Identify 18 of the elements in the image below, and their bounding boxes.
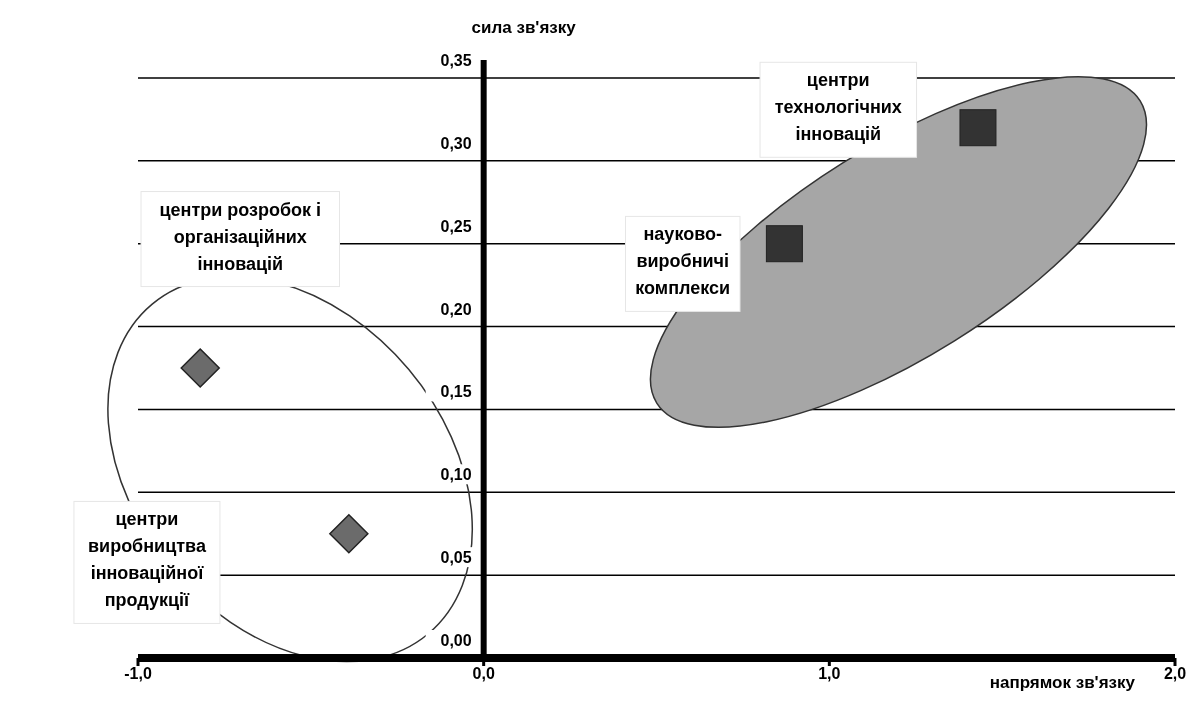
x-tick-label: 0,0 bbox=[472, 665, 495, 683]
y-tick-label: 0,15 bbox=[440, 383, 472, 401]
y-axis-title: сила зв'язку bbox=[471, 18, 577, 37]
y-tick-label: 0,25 bbox=[440, 217, 472, 235]
y-tick-label: 0,05 bbox=[440, 549, 472, 567]
y-tick-label: 0,00 bbox=[440, 632, 472, 649]
x-axis-title: напрямок зв'язку bbox=[989, 673, 1136, 692]
x-tick-label: -1,0 bbox=[124, 665, 152, 683]
y-tick-label: 0,10 bbox=[440, 466, 472, 484]
y-tick-label: 0,35 bbox=[440, 52, 472, 69]
x-tick-label: 2,0 bbox=[1163, 665, 1187, 683]
annotation: науково- виробничі комплекси bbox=[635, 224, 731, 299]
y-tick-label: 0,20 bbox=[440, 300, 472, 318]
x-tick-label: 1,0 bbox=[818, 665, 841, 683]
y-tick-label: 0,30 bbox=[440, 134, 472, 152]
annotation: центри виробництва інноваційної продукції bbox=[88, 509, 207, 611]
annotation: центри розробок і організаційних інновацій bbox=[159, 199, 322, 274]
annotation: центри технологічних інновацій bbox=[774, 70, 902, 145]
